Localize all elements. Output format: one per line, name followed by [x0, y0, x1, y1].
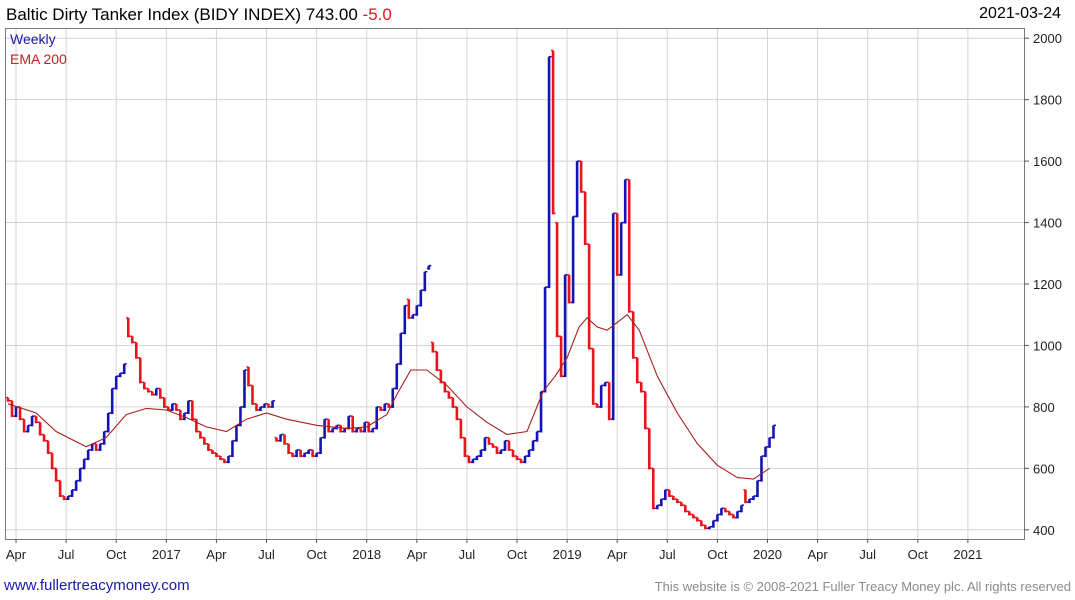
copyright-text: This website is © 2008-2021 Fuller Treac… [654, 579, 1071, 594]
y-tick-label: 1000 [1033, 338, 1062, 353]
y-tick-label: 800 [1033, 400, 1055, 415]
x-tick-label: Apr [206, 547, 227, 562]
x-tick-label: 2021 [953, 547, 982, 562]
price-change: -5.0 [362, 5, 392, 24]
x-tick-label: 2017 [152, 547, 181, 562]
x-tick-label: Jul [859, 547, 876, 562]
x-tick-label: Oct [306, 547, 327, 562]
x-tick-label: 2020 [753, 547, 782, 562]
x-tick-label: Apr [6, 547, 27, 562]
y-tick-label: 1200 [1033, 277, 1062, 292]
title-text: Baltic Dirty Tanker Index (BIDY INDEX) 7… [6, 5, 358, 24]
y-tick-label: 1600 [1033, 154, 1062, 169]
chart-title: Baltic Dirty Tanker Index (BIDY INDEX) 7… [6, 5, 392, 25]
x-tick-label: Apr [407, 547, 428, 562]
x-tick-label: Jul [659, 547, 676, 562]
x-tick-label: Oct [507, 547, 528, 562]
x-tick-label: Apr [807, 547, 828, 562]
y-tick-label: 2000 [1033, 31, 1062, 46]
x-tick-label: Jul [58, 547, 75, 562]
legend-ema: EMA 200 [10, 51, 67, 67]
site-link[interactable]: www.fullertreacymoney.com [4, 577, 190, 594]
y-tick-label: 1400 [1033, 216, 1062, 231]
x-tick-label: Jul [258, 547, 275, 562]
ema-200-line [7, 313, 770, 480]
legend-weekly: Weekly [10, 31, 56, 47]
chart-date: 2021-03-24 [979, 5, 1061, 22]
x-tick-label: Apr [607, 547, 628, 562]
x-tick-label: Oct [106, 547, 127, 562]
x-tick-label: Oct [707, 547, 728, 562]
x-tick-label: Oct [908, 547, 929, 562]
y-tick-label: 400 [1033, 523, 1055, 538]
x-tick-label: 2018 [352, 547, 381, 562]
y-tick-label: 1800 [1033, 93, 1062, 108]
x-tick-label: Jul [459, 547, 476, 562]
x-tick-label: 2019 [553, 547, 582, 562]
y-tick-label: 600 [1033, 461, 1055, 476]
